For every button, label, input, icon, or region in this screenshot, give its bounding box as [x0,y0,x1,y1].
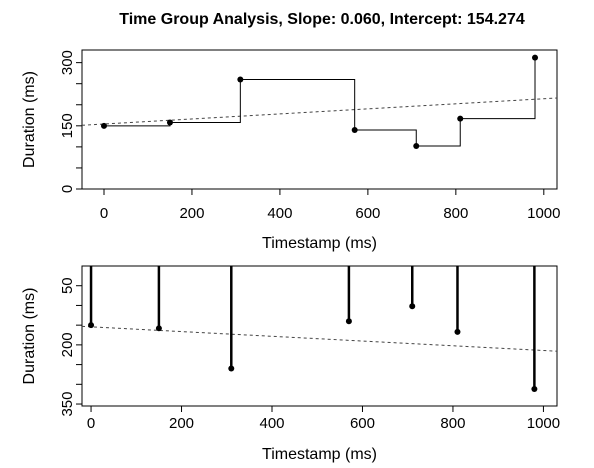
data-point [345,318,352,325]
data-point [413,143,420,150]
y-tick-label: 300 [59,50,76,75]
x-tick-label: 400 [267,205,292,222]
data-point [88,322,95,329]
data-point [409,303,416,310]
x-tick-label: 200 [169,415,194,432]
plot-area [82,57,557,147]
x-tick-label: 600 [350,415,375,432]
plot-frame [81,49,558,190]
y-tick-label: 350 [59,392,76,417]
x-tick-label: 800 [440,415,465,432]
x-tick-label: 400 [259,415,284,432]
data-point [237,76,244,83]
data-point [454,328,461,335]
data-point [155,325,162,332]
plot-frame [81,265,558,407]
x-tick-label: 0 [100,205,108,222]
trend-line [82,325,557,352]
data-point [228,365,235,372]
x-tick-label: 200 [179,205,204,222]
y-axis-label: Duration (ms) [21,288,38,385]
data-point [351,127,358,134]
y-tick-label: 0 [59,185,76,193]
y-tick-label: 150 [59,113,76,138]
y-tick-label: 200 [59,332,76,357]
plot-area [82,266,557,390]
y-tick-label: 50 [59,277,76,294]
x-tick-label: 800 [443,205,468,222]
step-line [103,57,536,147]
x-tick-label: 1000 [527,415,560,432]
bottom-panel: 0 200 400 600 800 1000 50 200 350 Timestamp (ms) D… [21,265,560,463]
data-point [166,119,173,126]
data-point [100,122,107,129]
chart-title: Time Group Analysis, Slope: 0.060, Inter… [119,11,525,28]
x-axis-label: Timestamp (ms) [262,446,377,463]
top-panel: 0 200 400 600 800 1000 0 150 300 Timestamp (ms) Du… [21,49,560,252]
x-tick-label: 1000 [527,205,560,222]
y-axis-label: Duration (ms) [21,71,38,168]
x-tick-label: 600 [355,205,380,222]
data-point [457,115,464,122]
x-axis-label: Timestamp (ms) [262,235,377,252]
x-tick-label: 0 [87,415,95,432]
data-point [531,386,538,393]
trend-line [82,97,557,126]
data-point [532,54,539,61]
